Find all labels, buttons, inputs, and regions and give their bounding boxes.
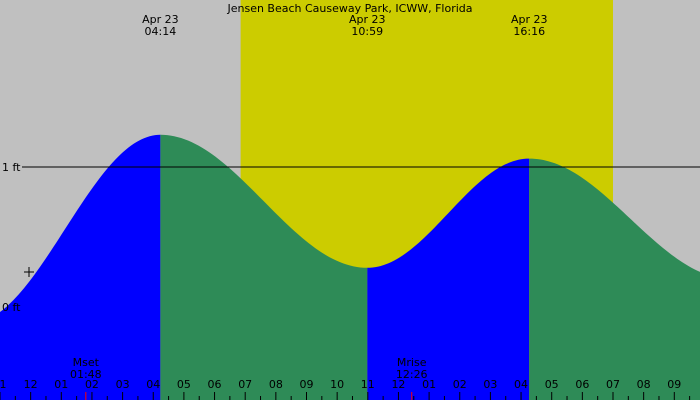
tide-event-time: 10:59 [351,25,383,38]
time-tick-label: 05 [177,378,191,391]
time-tick-label: 02 [85,378,99,391]
time-tick-label: 07 [606,378,620,391]
time-tick-label: 09 [667,378,681,391]
time-tick-label: 04 [146,378,160,391]
time-tick-label: 07 [238,378,252,391]
height-axis: 1 ft 0 ft [2,161,34,314]
moon-event-time: 12:26 [396,368,428,381]
time-tick-label: 08 [269,378,283,391]
falling-tide-area [160,134,368,400]
time-tick-label: 1 [0,378,7,391]
time-tick-label: 09 [300,378,314,391]
tide-event-time: 16:16 [513,25,545,38]
time-tick-label: 10 [330,378,344,391]
time-tick-label: 08 [637,378,651,391]
tide-event-date: Apr 23 [511,13,548,26]
time-tick-label: 03 [116,378,130,391]
time-tick-label: 04 [514,378,528,391]
height-label: 1 ft [2,161,21,174]
time-axis: 1 12 01 02 03 04 05 06 07 08 09 10 11 12 01 02 03 04 05 06 0… [0,378,691,400]
time-tick-label: 05 [545,378,559,391]
height-label: 0 ft [2,301,21,314]
tide-areas [0,134,700,400]
tide-event-date: Apr 23 [142,13,179,26]
time-tick-label: 01 [422,378,436,391]
falling-tide-area [529,158,700,400]
time-tick-label: 06 [208,378,222,391]
time-tick-label: 02 [453,378,467,391]
time-tick-label: 11 [361,378,375,391]
time-tick-label: 12 [391,378,405,391]
moon-event-label: Mset [73,356,100,369]
tide-event-time: 04:14 [145,25,177,38]
time-tick-label: 01 [54,378,68,391]
time-tick-label: 03 [483,378,497,391]
rising-tide-area [367,158,530,400]
moon-event-label: Mrise [397,356,427,369]
time-tick-label: 06 [575,378,589,391]
chart-title: Jensen Beach Causeway Park, ICWW, Florid… [226,2,472,15]
moon-event-time: 01:48 [70,368,102,381]
tide-event-date: Apr 23 [349,13,386,26]
rising-tide-area [0,134,161,400]
time-tick-label: 12 [24,378,38,391]
